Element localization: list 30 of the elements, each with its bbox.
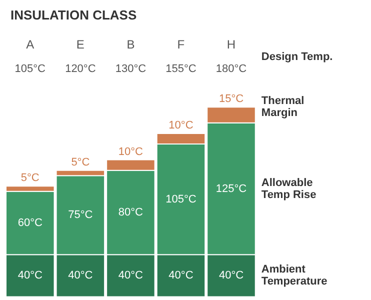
data-label: 10°C <box>168 120 194 132</box>
data-label: 80°C <box>118 206 144 218</box>
x-tick-label: B <box>126 38 135 52</box>
x-tick-label: H <box>226 38 236 52</box>
data-label: 75°C <box>68 209 93 222</box>
chart-title: INSULATION CLASS <box>10 8 137 22</box>
series-label: Allowable Temp Rise <box>261 176 316 201</box>
data-label: 40°C <box>118 270 144 282</box>
data-label: 40°C <box>218 270 244 282</box>
text: 120°C <box>65 63 96 76</box>
data-label: 60°C <box>18 216 42 229</box>
x-tick-label: A <box>26 38 34 52</box>
data-label: 40°C <box>68 270 93 282</box>
text: Design Temp. <box>261 50 333 63</box>
text: 105°C <box>14 63 46 76</box>
x-tick-label: E <box>76 38 84 52</box>
data-label: 5°C <box>71 156 90 168</box>
data-label: 40°C <box>168 270 194 282</box>
series-label: Thermal Margin <box>261 95 304 120</box>
text: 155°C <box>166 63 196 76</box>
data-label: 125°C <box>216 182 247 195</box>
data-label: 40°C <box>18 270 42 282</box>
text: 130°C <box>115 63 146 76</box>
data-label: 105°C <box>166 193 196 206</box>
data-label: 10°C <box>118 146 144 158</box>
x-tick-label: F <box>177 38 185 52</box>
data-label: 15°C <box>218 93 244 106</box>
text: 180°C <box>216 63 247 76</box>
series-label: Ambient Temperature <box>261 264 328 288</box>
data-label: 5°C <box>20 172 40 184</box>
